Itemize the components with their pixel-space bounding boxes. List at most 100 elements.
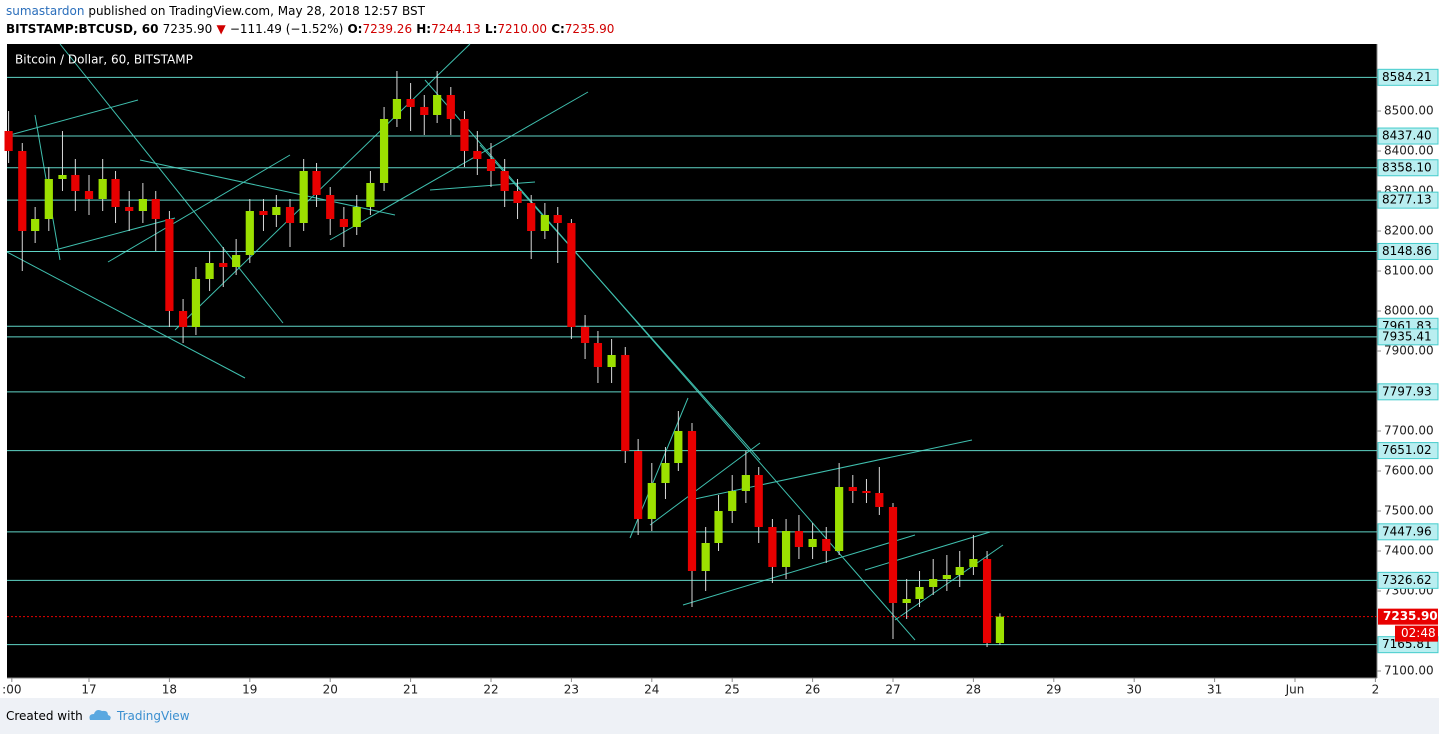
y-tick-label: 7100.00 [1384,664,1434,678]
x-tick-label: 26 [805,683,820,697]
candle-body [754,475,763,527]
trendline [139,159,396,216]
trendline [894,544,1004,621]
candle-body [392,99,402,119]
trendline [59,43,284,324]
change: −111.49 (−1.52%) [229,22,344,36]
y-tick-label: 7600.00 [1384,464,1434,478]
candle-body [232,255,241,267]
candles [4,71,1005,647]
candle-body [285,207,295,223]
level-label: 7447.96 [1382,524,1432,538]
candle-body [674,431,683,463]
brand[interactable]: TradingView [117,709,190,723]
candle-body [125,207,134,211]
candle-body [808,539,817,547]
symbol-line: BITSTAMP:BTCUSD, 60 7235.90 ▼ −111.49 (−… [6,22,615,36]
level-label-box [1377,68,1439,86]
candle-body [500,171,509,191]
candle-body [513,191,522,203]
candle-body [741,475,750,491]
level-label: 8437.40 [1382,129,1432,143]
chart-title: Bitcoin / Dollar, 60, BITSTAMP [15,53,193,67]
ohlc-key: L: [484,22,498,36]
ohlc-key: O: [347,22,363,36]
x-tick-label: 28 [966,683,981,697]
candle-body [687,431,697,571]
countdown: 02:48 [1401,626,1436,640]
trendline [54,217,176,251]
candle-body [352,207,361,227]
x-tick-label: 23 [564,683,579,697]
level-label-box [1377,442,1439,460]
created-with: Created with [6,709,83,723]
candle-body [875,493,884,507]
candle-body [58,175,67,179]
candle-body [4,131,13,151]
ohlc-value: 7239.26 [362,22,413,36]
x-tick-label: 19 [242,683,257,697]
candle-body [259,211,268,215]
candle-body [473,151,482,159]
y-tick-label: 7700.00 [1384,424,1434,438]
candle-body [111,179,120,207]
level-label-box [1377,159,1439,177]
candle-body [460,119,469,151]
candle-body [191,279,201,327]
ohlc-value: 7244.13 [431,22,481,36]
trendline [174,43,471,331]
x-tick-label: 20 [323,683,338,697]
trendline [479,144,761,461]
candle-body [647,483,656,519]
candle-body [379,119,389,183]
candle-body [621,355,630,451]
y-tick-label: 8000.00 [1384,304,1434,318]
ohlc-key: C: [551,22,565,36]
candle-body [326,195,335,219]
level-label-box [1377,242,1439,260]
level-label: 8148.86 [1382,244,1432,258]
candle-body [272,207,281,215]
candle-body [553,215,562,223]
candle-body [219,263,228,267]
candle-body [165,219,174,311]
y-tick-label: 8500.00 [1384,104,1434,118]
candle-body [929,579,938,587]
footer: Created with TradingView [0,698,1439,734]
trendline [9,99,139,136]
last-price-label: 7235.90 [1383,609,1438,623]
candle-body [661,463,670,483]
author[interactable]: sumastardon [6,4,85,18]
trendline [649,442,761,526]
candle-body [486,159,496,171]
y-tick-label: 8400.00 [1384,144,1434,158]
ohlc-key: H: [416,22,432,36]
trendline [864,531,991,571]
y-tick-label: 7900.00 [1384,344,1434,358]
ohlc-value: 7210.00 [497,22,547,36]
level-label: 8584.21 [1382,70,1432,84]
candle-body [84,191,94,199]
y-tick-label: 7400.00 [1384,544,1434,558]
x-tick-label: 21 [403,683,418,697]
candle-body [701,543,710,571]
candle-body [420,107,429,115]
level-label: 7651.02 [1382,443,1432,457]
published: published on TradingView.com, May 28, 20… [88,4,425,18]
candle-body [540,215,549,231]
last-price-box [1378,608,1438,625]
candle-body [433,95,442,115]
level-label: 7935.41 [1382,329,1432,343]
x-tick-label: 29 [1046,683,1061,697]
candle-body [580,327,590,343]
trendline [329,91,589,241]
x-tick-label: 27 [885,683,900,697]
level-label: 8358.10 [1382,160,1432,174]
level-label-box [1377,127,1439,145]
candle-body [969,559,978,567]
logo [89,710,111,720]
x-tick-label: 22 [483,683,498,697]
candle-body [714,511,723,543]
candle-body [781,531,791,567]
